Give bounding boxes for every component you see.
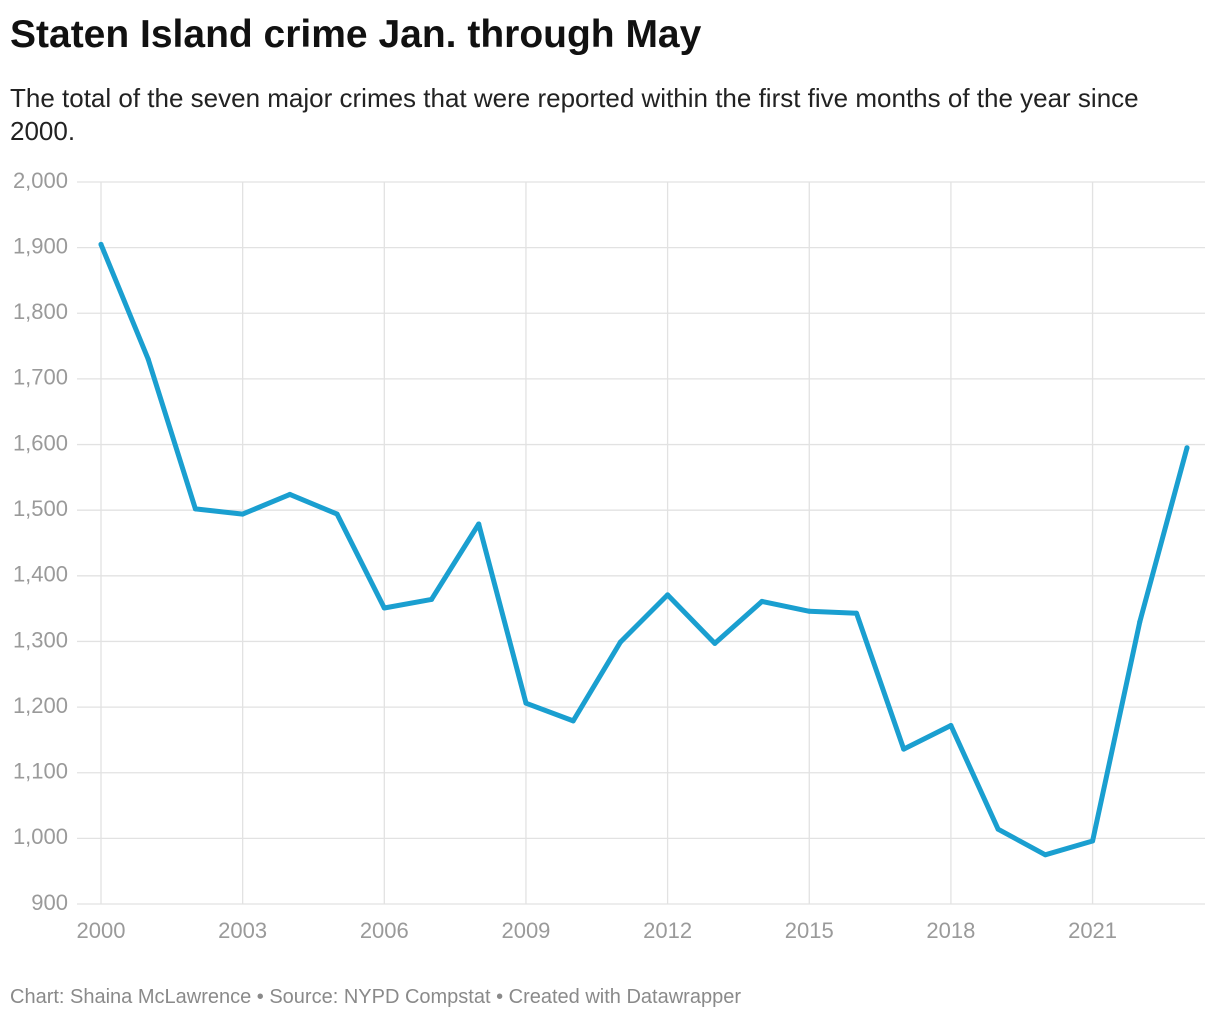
data-point: [853, 610, 859, 616]
y-tick-label: 1,900: [13, 233, 68, 258]
chart-footer-credit: Chart: Shaina McLawrence • Source: NYPD …: [10, 986, 741, 1008]
y-tick-label: 1,600: [13, 430, 68, 455]
y-tick-label: 1,300: [13, 627, 68, 652]
x-tick-label: 2009: [501, 918, 550, 943]
data-point: [1090, 838, 1096, 844]
data-point: [570, 718, 576, 724]
data-point: [476, 521, 482, 527]
chart-subtitle: The total of the seven major crimes that…: [10, 83, 1139, 146]
data-point: [1184, 445, 1190, 451]
data-point: [665, 592, 671, 598]
series-line: [98, 241, 1190, 858]
chart-title: Staten Island crime Jan. through May: [10, 13, 702, 56]
data-point: [948, 722, 954, 728]
data-point: [523, 700, 529, 706]
series-group: [98, 241, 1190, 858]
y-tick-label: 1,100: [13, 759, 68, 784]
data-point: [1137, 619, 1143, 625]
data-point: [901, 746, 907, 752]
data-point: [334, 511, 340, 517]
data-point: [712, 640, 718, 646]
x-gridlines: [100, 182, 1094, 904]
data-point: [145, 356, 151, 362]
y-tick-label: 900: [31, 890, 68, 915]
data-point: [617, 639, 623, 645]
data-point: [995, 826, 1001, 832]
data-point: [1042, 852, 1048, 858]
x-tick-label: 2006: [360, 918, 409, 943]
x-tick-label: 2021: [1068, 918, 1117, 943]
data-point: [98, 241, 104, 247]
y-tick-label: 1,400: [13, 562, 68, 587]
x-tick-label: 2003: [218, 918, 267, 943]
x-axis-tick-labels: 2000 2003 2006 2009 2012 2015 2018 2021: [77, 918, 1118, 943]
data-point: [287, 491, 293, 497]
y-tick-label: 1,500: [13, 496, 68, 521]
y-tick-label: 2,000: [13, 168, 68, 193]
x-tick-label: 2015: [785, 918, 834, 943]
x-tick-label: 2018: [926, 918, 975, 943]
data-point: [429, 596, 435, 602]
x-tick-label: 2012: [643, 918, 692, 943]
data-point: [240, 511, 246, 517]
y-tick-label: 1,800: [13, 299, 68, 324]
y-tick-label: 1,700: [13, 365, 68, 390]
data-point: [192, 506, 198, 512]
y-axis-tick-labels: 900 1,000 1,100 1,200 1,300 1,400 1,500 1,600 1,…: [13, 168, 68, 915]
data-point: [381, 605, 387, 611]
data-point: [806, 608, 812, 614]
line-chart: 900 1,000 1,100 1,200 1,300 1,400 1,500 1,600 1,…: [13, 168, 1205, 943]
data-point: [759, 598, 765, 604]
y-gridlines: [77, 181, 1205, 905]
y-tick-label: 1,200: [13, 693, 68, 718]
y-tick-label: 1,000: [13, 824, 68, 849]
x-tick-label: 2000: [77, 918, 126, 943]
